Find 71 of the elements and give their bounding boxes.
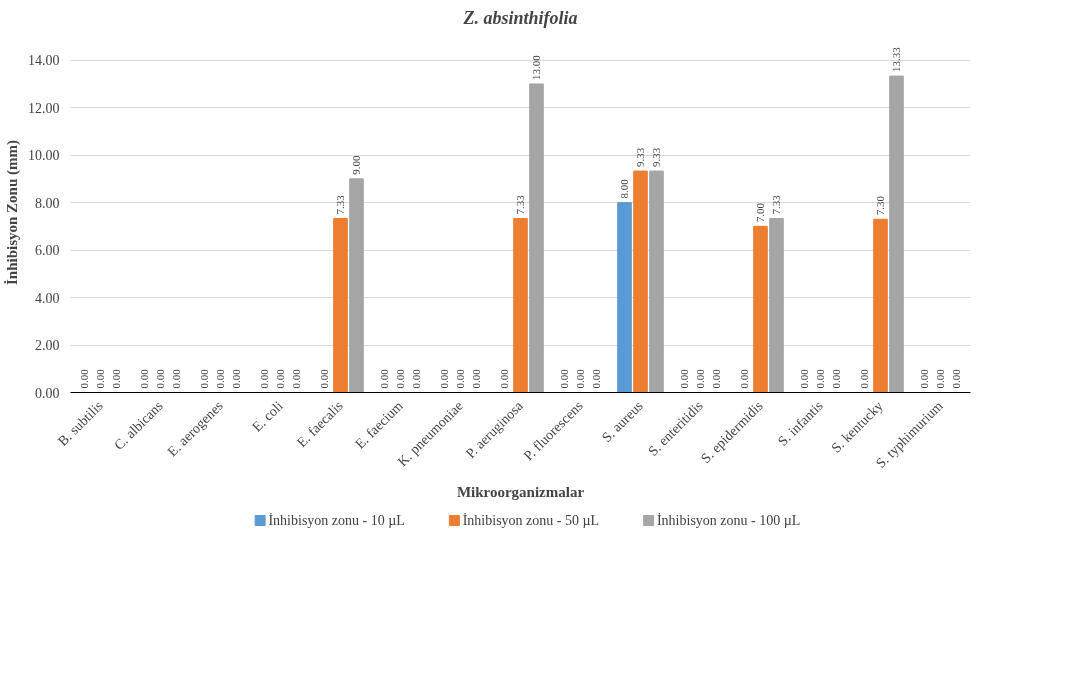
data-label: 0.00 bbox=[78, 368, 90, 389]
y-tick-label: 6.00 bbox=[35, 243, 60, 259]
data-label: 13.33 bbox=[890, 46, 902, 73]
data-label: 9.33 bbox=[634, 147, 646, 168]
data-label: 0.00 bbox=[230, 368, 242, 389]
data-label: 0.00 bbox=[410, 368, 422, 389]
data-label: 0.00 bbox=[470, 368, 482, 389]
y-tick-label: 8.00 bbox=[35, 195, 60, 211]
data-label: 0.00 bbox=[738, 368, 750, 389]
data-label: 0.00 bbox=[934, 368, 946, 389]
y-tick-label: 10.00 bbox=[28, 148, 60, 164]
bar bbox=[333, 218, 348, 393]
y-tick-label: 14.00 bbox=[28, 53, 60, 69]
data-label: 7.33 bbox=[514, 194, 526, 215]
data-label: 0.00 bbox=[678, 368, 690, 389]
x-tick-label: E. coli bbox=[249, 398, 286, 435]
bar bbox=[633, 170, 648, 393]
data-label: 0.00 bbox=[274, 368, 286, 389]
data-label: 0.00 bbox=[454, 368, 466, 389]
data-label: 0.00 bbox=[94, 368, 106, 389]
data-label: 9.33 bbox=[650, 147, 662, 168]
x-axis-title: Mikroorganizmalar bbox=[456, 484, 585, 501]
y-tick-label: 4.00 bbox=[35, 290, 60, 306]
data-label: 0.00 bbox=[438, 368, 450, 389]
bar bbox=[349, 178, 364, 393]
bar bbox=[769, 218, 784, 393]
bar bbox=[617, 202, 632, 393]
data-label: 0.00 bbox=[558, 368, 570, 389]
data-label: 0.00 bbox=[394, 368, 406, 389]
data-label: 0.00 bbox=[918, 368, 930, 389]
data-label: 0.00 bbox=[214, 368, 226, 389]
data-label: 0.00 bbox=[574, 368, 586, 389]
data-label: 0.00 bbox=[110, 368, 122, 389]
bar bbox=[889, 75, 904, 393]
legend-label: İnhibisyon zonu - 100 µL bbox=[656, 513, 801, 528]
data-label: 0.00 bbox=[498, 368, 510, 389]
y-axis-title: İnhibisyon Zonu (mm) bbox=[4, 139, 21, 286]
data-label: 0.00 bbox=[798, 368, 810, 389]
bar bbox=[873, 218, 888, 393]
bar bbox=[513, 218, 528, 393]
data-label: 0.00 bbox=[198, 368, 210, 389]
data-label: 13.00 bbox=[530, 54, 542, 80]
data-label: 0.00 bbox=[814, 368, 826, 389]
data-label: 0.00 bbox=[170, 368, 182, 389]
data-label: 7.00 bbox=[754, 202, 766, 223]
data-label: 0.00 bbox=[830, 368, 842, 389]
legend-label: İnhibisyon zonu - 50 µL bbox=[462, 513, 600, 528]
y-tick-label: 2.00 bbox=[35, 338, 60, 354]
bar bbox=[753, 225, 768, 393]
data-label: 0.00 bbox=[154, 368, 166, 389]
data-label: 0.00 bbox=[590, 368, 602, 389]
data-label: 9.00 bbox=[350, 155, 362, 175]
y-tick-label: 0.00 bbox=[35, 385, 60, 401]
y-tick-label: 12.00 bbox=[28, 100, 60, 116]
bar bbox=[649, 170, 664, 393]
data-label: 0.00 bbox=[290, 368, 302, 389]
chart-title: Z. absinthifolia bbox=[462, 7, 578, 28]
legend-label: İnhibisyon zonu - 10 µL bbox=[268, 513, 405, 528]
data-label: 0.00 bbox=[318, 368, 330, 389]
data-label: 0.00 bbox=[694, 368, 706, 389]
data-label: 8.00 bbox=[618, 178, 630, 199]
data-label: 7.33 bbox=[770, 194, 782, 215]
data-label: 7.33 bbox=[334, 194, 346, 215]
data-label: 0.00 bbox=[858, 368, 870, 389]
data-label: 0.00 bbox=[950, 368, 962, 389]
data-label: 0.00 bbox=[138, 368, 150, 389]
data-label: 0.00 bbox=[378, 368, 390, 389]
data-label: 7.30 bbox=[874, 195, 886, 216]
bar bbox=[529, 83, 544, 393]
data-label: 0.00 bbox=[258, 368, 270, 389]
data-label: 0.00 bbox=[710, 368, 722, 389]
